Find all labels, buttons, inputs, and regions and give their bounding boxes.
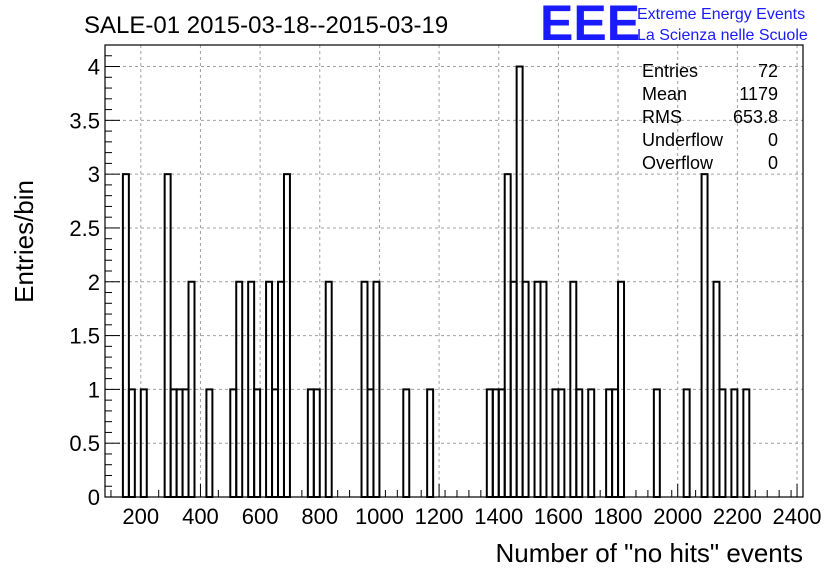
stat-value: 72 — [758, 61, 778, 81]
y-axis-label: Entries/bin — [9, 180, 39, 303]
stat-value: 0 — [768, 153, 778, 173]
x-axis-label: Number of "no hits" events — [496, 538, 804, 568]
histogram-bin — [682, 388, 691, 498]
eee-logo: EEE Extreme Energy Events La Scienza nel… — [540, 0, 808, 51]
x-tick-label: 800 — [301, 504, 338, 529]
histogram-bin — [718, 388, 727, 498]
stat-label: Mean — [642, 84, 687, 104]
stat-label: Entries — [642, 61, 698, 81]
x-tick-label: 1200 — [415, 504, 464, 529]
y-tick-label: 3 — [88, 162, 100, 187]
x-tick-label: 2000 — [653, 504, 702, 529]
x-tick-label: 600 — [242, 504, 279, 529]
stat-value: 0 — [768, 130, 778, 150]
histogram-bin — [730, 388, 739, 498]
histogram-bin — [700, 173, 709, 498]
y-tick-label: 1 — [88, 377, 100, 402]
y-tick-label: 0 — [88, 485, 100, 510]
stat-label: RMS — [642, 107, 682, 127]
x-tick-label: 2400 — [773, 504, 822, 529]
grid-lines — [105, 45, 803, 498]
x-tick-label: 1600 — [534, 504, 583, 529]
stat-value: 653.8 — [733, 107, 778, 127]
y-tick-label: 0.5 — [69, 431, 100, 456]
x-tick-label: 1400 — [474, 504, 523, 529]
chart-title: SALE-01 2015-03-18--2015-03-19 — [84, 12, 448, 39]
plot-frame — [104, 44, 804, 498]
stat-label: Underflow — [642, 130, 724, 150]
y-tick-label: 1.5 — [69, 324, 100, 349]
histogram-bin — [652, 388, 661, 498]
y-tick-label: 2.5 — [69, 216, 100, 241]
x-tick-label: 2200 — [713, 504, 762, 529]
stat-value: 1179 — [739, 84, 778, 104]
logo-line-2: La Scienza nelle Scuole — [637, 27, 808, 44]
logo-mark: EEE — [540, 0, 640, 51]
axis-ticks: 200 400 600 800 1000 1200 1400 1600 1800 2000 2200… — [69, 55, 821, 529]
y-tick-label: 4 — [88, 55, 100, 80]
y-tick-label: 3.5 — [69, 108, 100, 133]
stats-box: Entries 72 Mean 1179 RMS 653.8 Underflow 0 Overf… — [642, 61, 778, 173]
x-tick-label: 400 — [182, 504, 219, 529]
x-tick-label: 1000 — [355, 504, 404, 529]
logo-line-1: Extreme Energy Events — [637, 6, 805, 23]
x-tick-label: 200 — [122, 504, 159, 529]
x-tick-label: 1800 — [594, 504, 643, 529]
stat-label: Overflow — [642, 153, 714, 173]
histogram-bin — [742, 388, 751, 498]
y-tick-label: 2 — [88, 270, 100, 295]
